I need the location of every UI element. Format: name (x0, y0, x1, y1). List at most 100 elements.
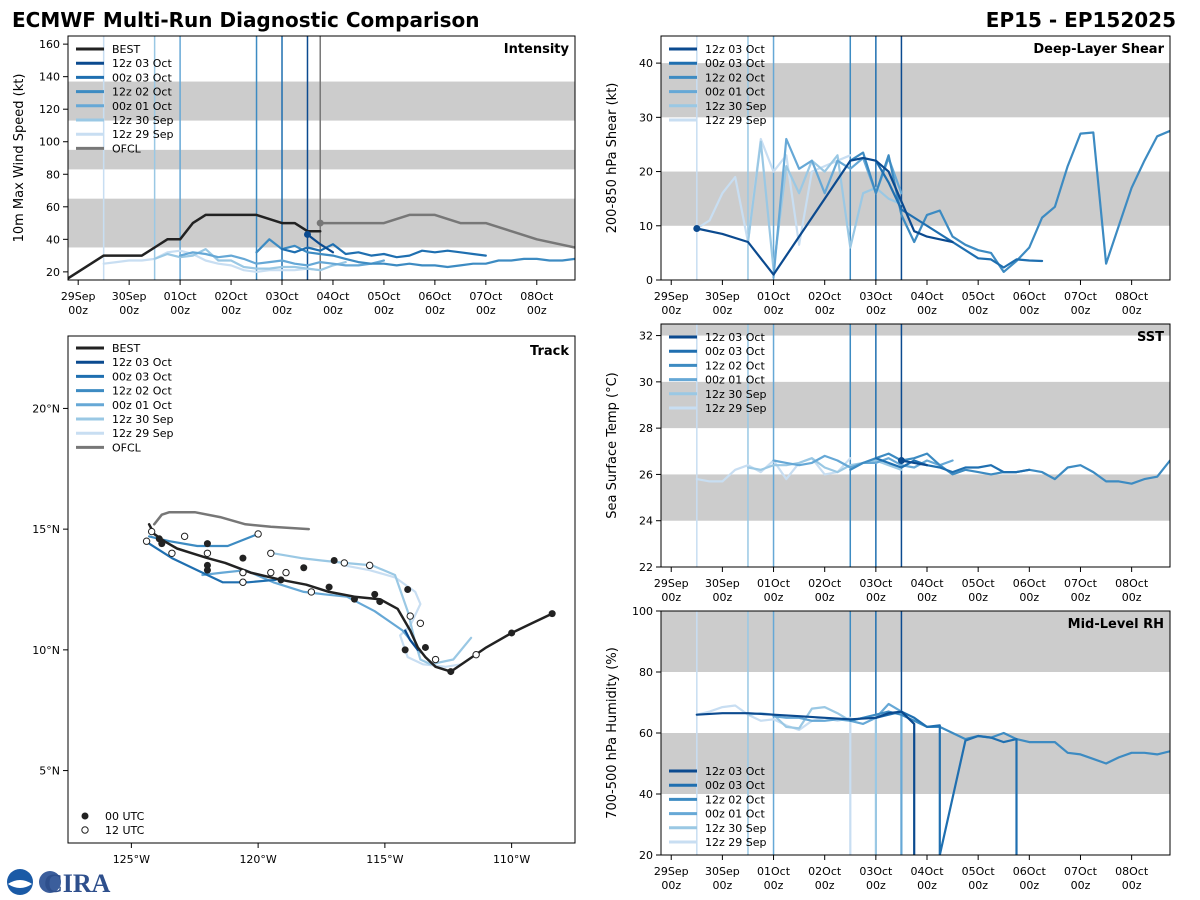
series-layer (695, 702, 1170, 855)
storm-id: EP15 - EP152025 (986, 8, 1176, 32)
series-00z-03-oct (280, 243, 487, 259)
track-point-12utc (365, 561, 374, 570)
x-tick-date: 03Oct (859, 865, 893, 878)
track-point-12utc (416, 619, 425, 627)
plot-frame (67, 35, 576, 281)
series-12z-29-sep (695, 137, 852, 246)
x-tick-date: 01Oct (757, 577, 791, 590)
x-tick-date: 29Sep (61, 290, 96, 303)
track-panel: 125°W 120°W 115°W 110°W 5°N 10°N 15°N 20°N Track… (32, 335, 576, 866)
y-tick-label: 160 (39, 38, 60, 51)
figure-title: ECMWF Multi-Run Diagnostic Comparison (12, 8, 480, 32)
track-point-00utc (203, 540, 211, 548)
x-tick-label: 05Oct 00z (962, 290, 996, 317)
legend-label-00z-01-oct: 00z 01 Oct (705, 374, 765, 387)
legend-marker-12utc (81, 826, 89, 834)
x-tick-hour: 00z (968, 304, 988, 317)
track-point-00utc (404, 586, 412, 593)
y-axis-label: 700-500 hPa Humidity (%) (605, 647, 620, 819)
x-tick-hour: 00z (866, 879, 886, 892)
legend-label-12z-30-sep: 12z 30 Sep (705, 100, 767, 113)
x-tick-hour: 00z (1122, 879, 1142, 892)
track-point-12utc (147, 527, 156, 536)
x-tick-hour: 00z (866, 304, 886, 317)
x-tick-date: 04Oct (910, 577, 944, 590)
track-point-00utc (203, 566, 211, 574)
series-12z-30-sep (746, 457, 903, 474)
x-tick-date: 30Sep (705, 577, 740, 590)
track-point-12utc (472, 650, 480, 659)
x-tick-date: 02Oct (808, 577, 842, 590)
x-tick-label: 30Sep 00z (705, 290, 740, 317)
x-tick-date: 02Oct (808, 290, 842, 303)
series-00z-03-oct (874, 159, 1044, 269)
x-tick-hour: 00z (221, 304, 241, 317)
x-tick-date: 06Oct (418, 290, 452, 303)
legend-label-best: BEST (112, 43, 140, 56)
track-point-12utc (239, 568, 247, 577)
y-tick-label: 10 (639, 220, 653, 233)
x-tick-label: 30Sep 00z (705, 865, 740, 892)
track-point-12utc (340, 559, 349, 567)
series-layer (68, 213, 575, 280)
x-tick-date: 07Oct (1064, 865, 1098, 878)
legend-label-12z-29-sep: 12z 29 Sep (112, 128, 174, 141)
x-tick-label: 04Oct 00z (910, 290, 944, 317)
panel-title: Intensity (504, 42, 570, 57)
x-tick-hour: 00z (1019, 879, 1039, 892)
x-tick-date: 30Sep (705, 290, 740, 303)
x-tick-date: 01Oct (757, 290, 791, 303)
x-tick-label: 04Oct 00z (910, 865, 944, 892)
legend-label-12z-29-sep: 12z 29 Sep (705, 114, 767, 127)
series-12z-29-sep (102, 249, 322, 273)
track-00z-03-oct (148, 542, 277, 584)
track-point-12utc (203, 549, 212, 557)
x-tick-label: 07Oct 00z (1064, 290, 1098, 317)
x-tick-hour: 00z (661, 591, 681, 604)
series-12z-03-oct (695, 710, 916, 855)
x-tick-hour: 00z (764, 304, 784, 317)
track-point-00utc (548, 610, 556, 618)
x-tick-hour: 00z (764, 879, 784, 892)
x-tick-label: 08Oct 00z (1115, 865, 1149, 892)
x-tick-date: 06Oct (1013, 865, 1047, 878)
y-tick-label: 26 (639, 468, 653, 481)
track-point-12utc (254, 530, 262, 538)
x-tick-hour: 00z (815, 591, 835, 604)
panel-title: Track (530, 344, 569, 359)
x-tick-hour: 00z (119, 304, 139, 317)
track-point-00utc (421, 643, 429, 651)
y-tick-label: 15°N (32, 523, 60, 536)
series-best (68, 213, 322, 280)
track-point-00utc (203, 561, 211, 569)
series-layer (695, 452, 1170, 485)
track-point-12utc (267, 568, 275, 577)
y-tick-label: 40 (639, 788, 653, 801)
series-12z-03-oct (900, 459, 929, 467)
x-tick-label: 06Oct 00z (1013, 290, 1047, 317)
legend-label-00z-01-oct: 00z 01 Oct (112, 399, 172, 412)
legend-label-12z-03-oct: 12z 03 Oct (112, 57, 172, 70)
series-12z-02-oct (849, 129, 1170, 273)
legend-label-00z-01-oct: 00z 01 Oct (705, 86, 765, 99)
track-point-12utc (239, 578, 247, 586)
latest-run-point (303, 230, 311, 238)
track-12z-30-sep (272, 552, 473, 666)
x-tick-hour: 00z (815, 879, 835, 892)
shaded-band (661, 733, 1170, 794)
legend-label-12z-29-sep: 12z 29 Sep (705, 402, 767, 415)
track-point-12utc (307, 588, 316, 596)
x-tick-label: 03Oct 00z (859, 865, 893, 892)
x-tick-label: 29Sep 00z (61, 290, 96, 317)
x-tick-date: 29Sep (654, 290, 689, 303)
x-tick-label: 125°W (113, 853, 150, 866)
x-tick-hour: 00z (661, 304, 681, 317)
x-tick-label: 110°W (493, 853, 530, 866)
track-point-00utc (300, 564, 308, 572)
x-tick-hour: 00z (1122, 591, 1142, 604)
x-tick-label: 01Oct 00z (757, 290, 791, 317)
x-tick-label: 03Oct 00z (265, 290, 299, 317)
legend-label-ofcl: OFCL (112, 142, 142, 155)
track-point-00utc (325, 583, 333, 591)
